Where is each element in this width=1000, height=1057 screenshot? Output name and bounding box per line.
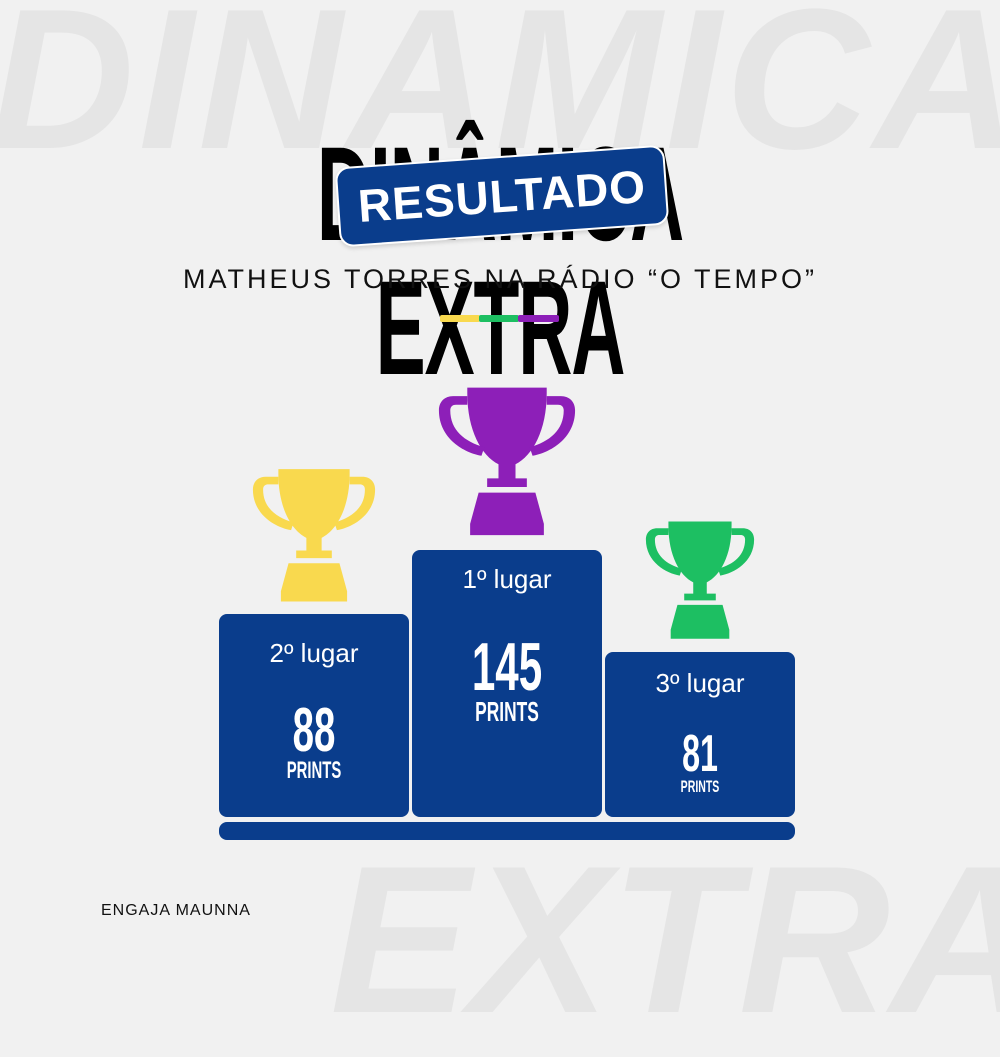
place-label: 1º lugar	[462, 564, 552, 594]
prints-unit: PRINTS	[286, 756, 342, 784]
place-label: 2º lugar	[269, 638, 359, 668]
subtitle: MATHEUS TORRES NA RÁDIO “O TEMPO”	[182, 264, 818, 294]
trophy-icon-second	[249, 464, 379, 604]
podium-third: 3º lugar 81 PRINTS	[605, 652, 795, 817]
footer-brand: ENGAJA MAUNNA	[101, 902, 251, 919]
trophy-icon-third	[643, 517, 757, 641]
place-label: 3º lugar	[655, 668, 745, 698]
color-bar-green	[479, 315, 519, 322]
trophy-icon-first	[434, 382, 580, 538]
prints-count: 88	[292, 696, 336, 765]
color-bar-yellow	[440, 315, 480, 322]
podium-second: 2º lugar 88 PRINTS	[219, 614, 409, 817]
watermark-bottom: EXTRA	[330, 822, 1000, 1057]
color-bar-purple	[518, 315, 559, 322]
watermark-top: DINAMICA	[0, 0, 1000, 191]
prints-unit: PRINTS	[475, 696, 539, 728]
prints-unit: PRINTS	[680, 776, 720, 796]
podium-first: 1º lugar 145 PRINTS	[412, 550, 602, 817]
podium-base	[219, 822, 795, 840]
prints-count: 145	[471, 629, 543, 705]
prints-count: 81	[682, 725, 718, 783]
